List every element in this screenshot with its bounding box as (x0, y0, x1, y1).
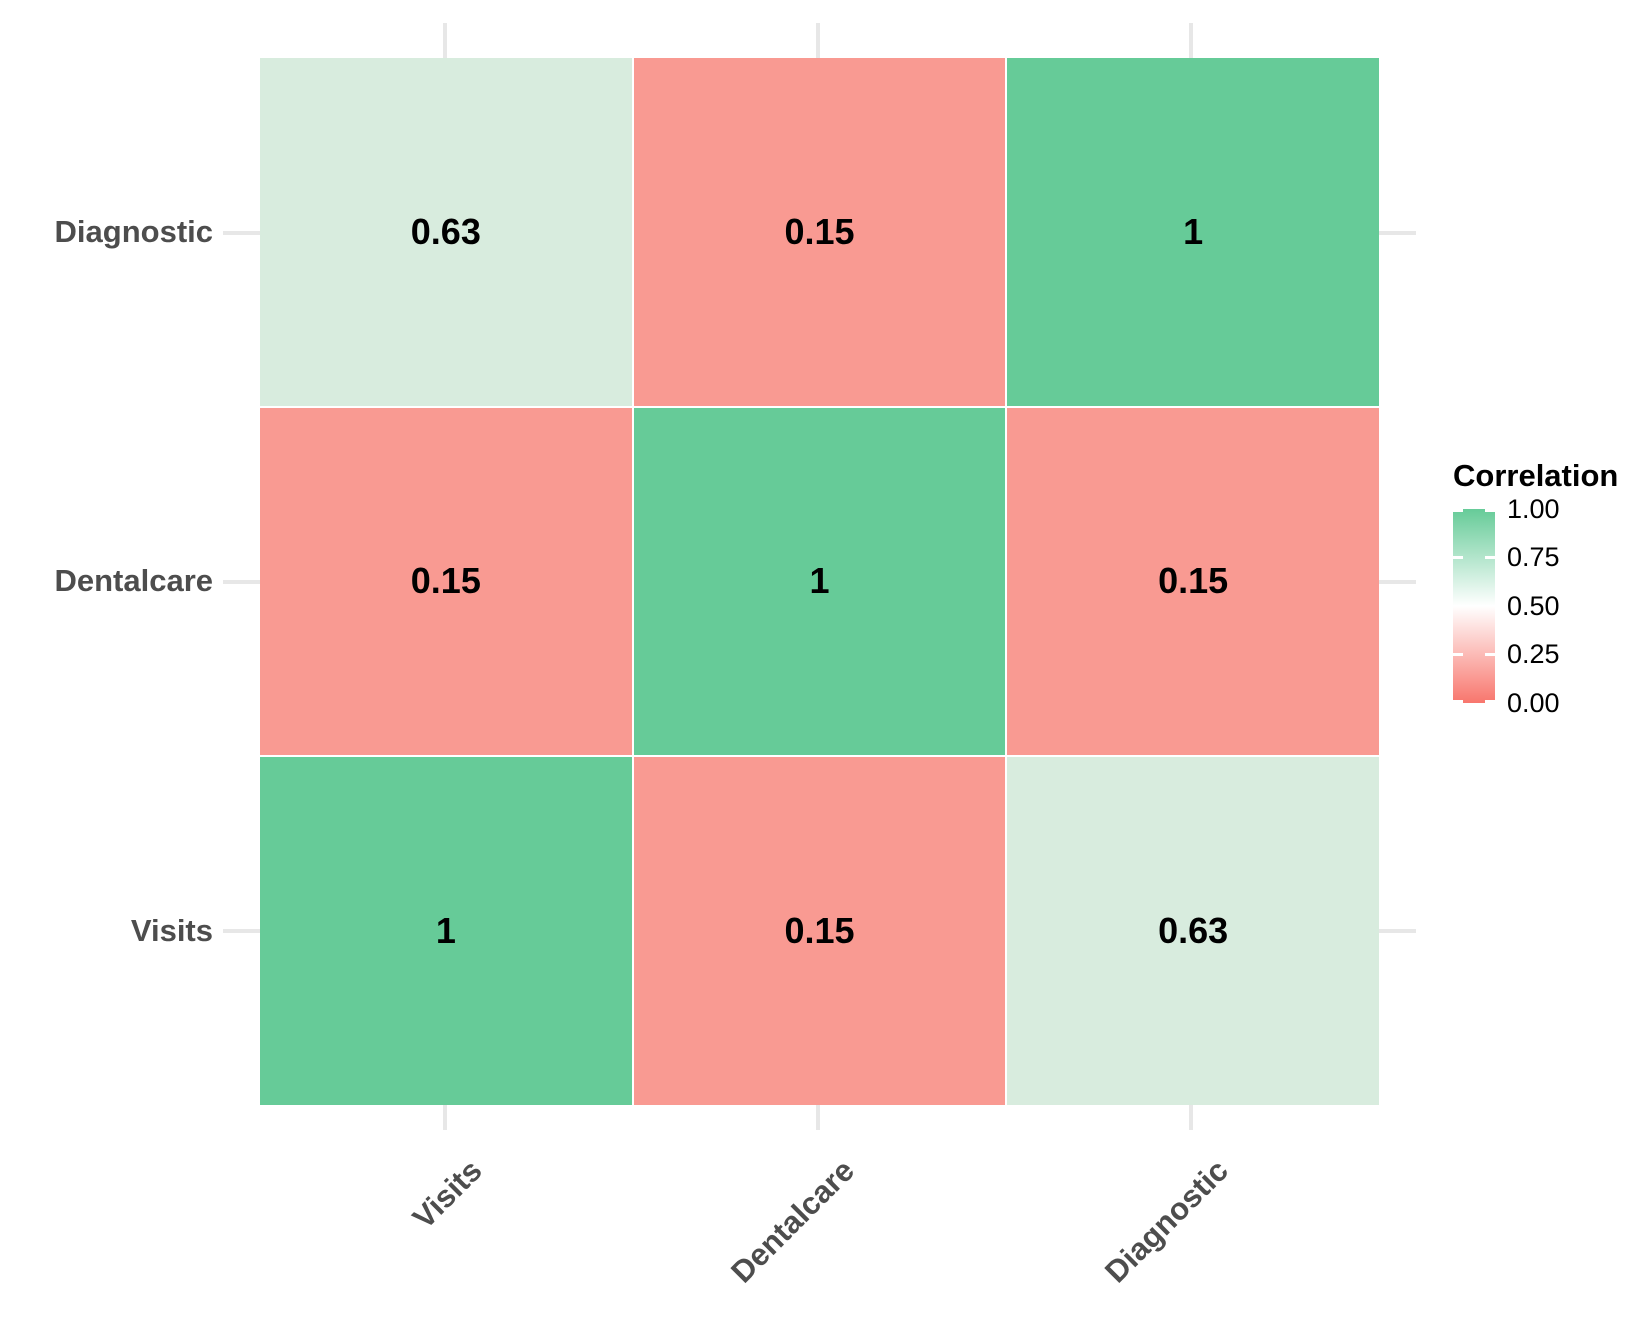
legend-tick-mark (1485, 700, 1495, 703)
legend-title: Correlation (1453, 458, 1619, 493)
y-axis-label-visits: Visits (130, 913, 213, 948)
legend-label-0.00: 0.00 (1507, 688, 1560, 718)
legend-tick-mark (1453, 556, 1463, 559)
heatmap-cell-visits-diagnostic: 0.63 (1007, 757, 1379, 1105)
legend-tick-mark (1453, 509, 1463, 512)
legend-tick-mark (1485, 653, 1495, 656)
legend-label-0.25: 0.25 (1507, 639, 1560, 669)
heatmap-cell-diagnostic-diagnostic: 1 (1007, 58, 1379, 406)
x-axis-label-visits: Visits (405, 1152, 489, 1236)
heatmap-cell-visits-dentalcare: 0.15 (633, 757, 1006, 1105)
y-axis-label-diagnostic: Diagnostic (54, 214, 213, 249)
legend-tick-mark (1485, 556, 1495, 559)
legend-gradient-bar (1453, 509, 1495, 703)
legend-label-1.00: 1.00 (1507, 494, 1560, 524)
heatmap-grid: 0.63 0.15 1 0.15 1 0.15 1 0.15 0.63 (260, 58, 1379, 1105)
heatmap-cell-diagnostic-visits: 0.63 (260, 58, 632, 406)
x-axis-label-dentalcare: Dentalcare (724, 1152, 862, 1290)
x-axis-label-diagnostic: Diagnostic (1097, 1152, 1235, 1290)
legend-tick-mark (1453, 700, 1463, 703)
heatmap-cell-dentalcare-visits: 0.15 (260, 407, 632, 756)
y-axis-label-dentalcare: Dentalcare (54, 563, 213, 598)
plot-panel: 0.63 0.15 1 0.15 1 0.15 1 0.15 0.63 (223, 23, 1416, 1130)
heatmap-cell-diagnostic-dentalcare: 0.15 (633, 58, 1006, 406)
legend-label-0.50: 0.50 (1507, 591, 1560, 621)
heatmap-cell-dentalcare-diagnostic: 0.15 (1007, 407, 1379, 756)
heatmap-cell-dentalcare-dentalcare: 1 (633, 407, 1006, 756)
legend-tick-mark (1453, 653, 1463, 656)
legend-tick-mark (1485, 509, 1495, 512)
legend-label-0.75: 0.75 (1507, 542, 1560, 572)
heatmap-cell-visits-visits: 1 (260, 757, 632, 1105)
